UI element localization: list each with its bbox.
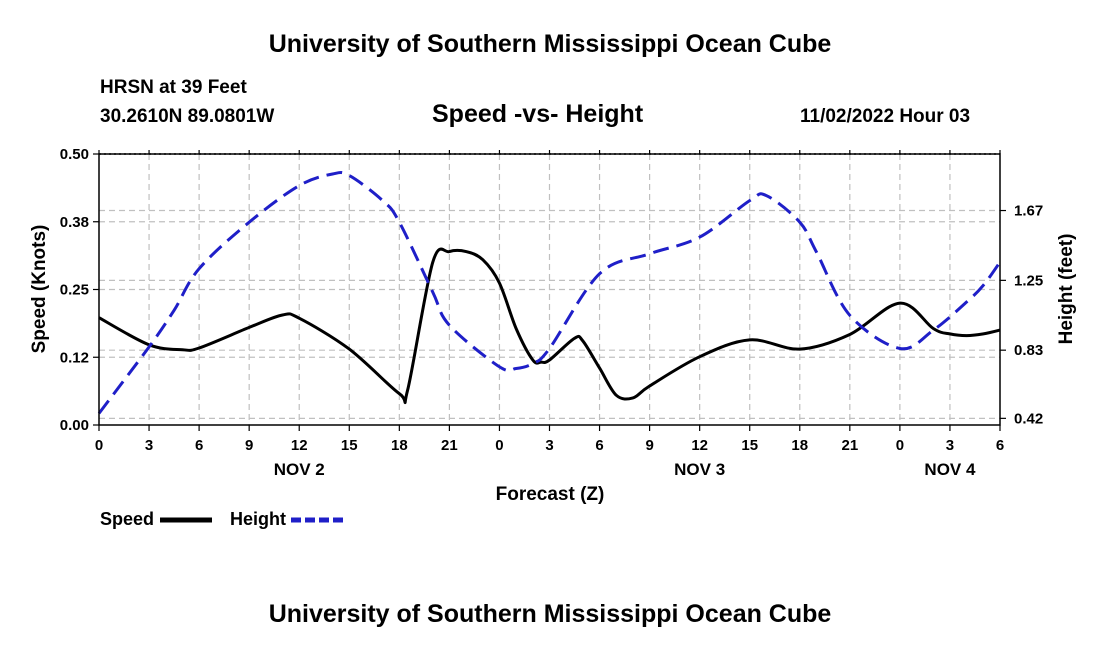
x-tick-label: 21 xyxy=(441,437,458,454)
x-tick-label: 3 xyxy=(946,437,954,454)
station-name: HRSN at 39 Feet xyxy=(100,77,247,98)
x-tick-label: 3 xyxy=(145,437,153,454)
x-tick-label: 9 xyxy=(245,437,253,454)
x-tick-label: 12 xyxy=(691,437,708,454)
grid-lines xyxy=(99,154,1000,425)
issue-time: 11/02/2022 Hour 03 xyxy=(800,106,971,127)
y-tick-label: 0.50 xyxy=(60,146,89,163)
axes: 0 3 6 9 12 15 18 21 0 3 6 9 12 15 18 21 0 3 6 NOV 2 NOV 3 NOV… xyxy=(60,146,1043,479)
series-height-line xyxy=(97,171,1002,415)
x-tick-label: 3 xyxy=(545,437,553,454)
series-speed-line xyxy=(98,247,1001,404)
page-title: University of Southern Mississippi Ocean… xyxy=(268,30,832,58)
y2-tick-label: 0.83 xyxy=(1014,342,1043,359)
x-tick-label: 15 xyxy=(741,437,758,454)
x-tick-label: 0 xyxy=(896,437,904,454)
x-tick-label: 6 xyxy=(996,437,1004,454)
series-lines xyxy=(97,171,1002,415)
legend-speed-label: Speed xyxy=(100,509,154,529)
y-tick-label: 0.12 xyxy=(60,349,89,366)
y2-tick-label: 1.67 xyxy=(1014,203,1043,220)
x-tick-label: 0 xyxy=(495,437,503,454)
x-tick-label: 18 xyxy=(391,437,408,454)
x-tick-label: 15 xyxy=(341,437,358,454)
left-y-axis-label: Speed (Knots) xyxy=(29,225,50,354)
date-label: NOV 3 xyxy=(674,460,725,479)
x-tick-label: 0 xyxy=(95,437,103,454)
station-coordinates: 30.2610N 89.0801W xyxy=(100,106,275,127)
x-tick-label: 12 xyxy=(291,437,308,454)
x-tick-label: 6 xyxy=(595,437,603,454)
x-axis-label: Forecast (Z) xyxy=(496,484,605,505)
legend-height-label: Height xyxy=(230,509,286,529)
chart-title: Speed -vs- Height xyxy=(432,100,644,128)
y-tick-label: 0.25 xyxy=(60,282,89,299)
y2-tick-label: 1.25 xyxy=(1014,272,1043,289)
legend: Speed Height xyxy=(100,509,343,529)
x-tick-label: 9 xyxy=(645,437,653,454)
y2-tick-label: 0.42 xyxy=(1014,410,1043,427)
right-y-axis-label: Height (feet) xyxy=(1056,234,1077,345)
date-label: NOV 4 xyxy=(924,460,976,479)
y-tick-label: 0.00 xyxy=(60,417,89,434)
x-tick-label: 6 xyxy=(195,437,203,454)
date-label: NOV 2 xyxy=(274,460,325,479)
x-tick-label: 18 xyxy=(791,437,808,454)
x-tick-label: 21 xyxy=(841,437,858,454)
footer-title: University of Southern Mississippi Ocean… xyxy=(268,600,832,628)
y-tick-label: 0.38 xyxy=(60,214,89,231)
